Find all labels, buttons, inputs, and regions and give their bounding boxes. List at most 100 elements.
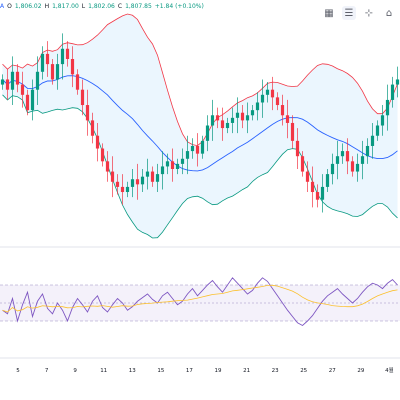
candle-body: [70, 58, 75, 75]
candle-body: [325, 174, 330, 187]
change-value: +1.84 (+0.10%): [154, 2, 204, 10]
candle-body: [285, 115, 290, 123]
candle-body: [60, 48, 65, 65]
candle-body: [140, 176, 145, 185]
crosshair-icon[interactable]: ⊹: [364, 7, 374, 19]
candle-body: [350, 161, 355, 172]
candle-body: [390, 84, 395, 100]
candle-body: [125, 186, 130, 193]
open-label: O: [7, 2, 12, 10]
candle-body: [300, 156, 305, 172]
candle-body: [95, 135, 100, 149]
date-tick-label: 15: [157, 368, 164, 374]
candle-body: [265, 89, 270, 95]
candle-body: [275, 97, 280, 106]
candle-body: [395, 79, 400, 85]
candle-body: [90, 120, 95, 136]
date-tick-label: 4월: [385, 366, 394, 374]
candle-body: [385, 99, 390, 116]
candle-body: [205, 125, 210, 141]
candle-body: [305, 171, 310, 182]
date-tick-label: 5: [16, 368, 20, 374]
candle-body: [280, 105, 285, 116]
candle-body: [130, 179, 135, 187]
menu-icon[interactable]: ☰: [342, 6, 356, 20]
rsi-ma-line: [2, 284, 398, 313]
open-value: 1,806.02: [14, 2, 42, 10]
low-label: L: [81, 2, 86, 10]
candle-body: [165, 161, 170, 167]
date-tick-label: 25: [300, 368, 307, 374]
high-label: H: [44, 2, 50, 10]
candle-body: [345, 151, 350, 162]
bollinger-lower-line: [2, 94, 398, 239]
candle-body: [335, 156, 340, 164]
candle-body: [30, 89, 35, 111]
candle-body: [215, 115, 220, 121]
candle-body: [105, 161, 110, 172]
candle-body: [380, 115, 385, 126]
candle-body: [295, 140, 300, 157]
date-tick-label: 21: [243, 368, 250, 374]
date-tick-label: 19: [215, 368, 222, 374]
candle-body: [100, 148, 105, 162]
candle-body: [365, 145, 370, 157]
bollinger-band-fill: [2, 14, 398, 238]
candle-body: [80, 89, 85, 106]
date-tick-label: 23: [272, 368, 279, 374]
candle-body: [375, 125, 380, 136]
bollinger-basis-line: [2, 75, 398, 172]
candle-body: [320, 186, 325, 200]
candle-body: [170, 161, 175, 169]
candle-body: [250, 110, 255, 116]
candle-body: [155, 174, 160, 182]
chart-toolbar: ▦ ☰ ⊹ ⌂: [322, 6, 396, 20]
ohlc-header: A O 1,806.02 H 1,817.00 L 1,802.06 C 1,8…: [0, 0, 204, 12]
candle-body: [115, 181, 120, 187]
candle-body: [65, 48, 70, 59]
candle-body: [35, 71, 40, 90]
low-value: 1,802.06: [88, 2, 115, 10]
candle-body: [290, 122, 295, 141]
candle-body: [315, 192, 320, 200]
date-tick-label: 9: [73, 368, 77, 374]
candle-body: [160, 166, 165, 175]
candle-body: [25, 94, 30, 111]
candle-body: [20, 84, 25, 95]
candle-body: [240, 112, 245, 121]
candle-body: [150, 171, 155, 182]
candle-body: [330, 163, 335, 175]
date-axis: 5 7 9 11 13 15 17 19 21 23 25 27 29 4월: [16, 366, 393, 374]
candle-body: [15, 71, 20, 85]
candle-body: [220, 120, 225, 129]
candle-body: [370, 135, 375, 146]
date-tick-label: 17: [186, 368, 193, 374]
candle-body: [55, 64, 60, 80]
candle-body: [180, 158, 185, 164]
chart-type-icon[interactable]: ▦: [324, 7, 334, 19]
candle-body: [175, 163, 180, 169]
date-tick-label: 11: [100, 368, 107, 374]
date-tick-label: 27: [329, 368, 336, 374]
candle-body: [110, 171, 115, 182]
candle-body: [5, 79, 10, 90]
candle-body: [45, 53, 50, 65]
candle-body: [235, 112, 240, 118]
candle-body: [0, 79, 5, 85]
candle-body: [40, 53, 45, 72]
close-label: C: [117, 2, 123, 10]
object-icon[interactable]: ⌂: [385, 7, 393, 19]
candle-body: [355, 163, 360, 172]
candle-body: [10, 71, 15, 90]
candle-body: [245, 115, 250, 121]
date-tick-label: 29: [357, 368, 364, 374]
candle-body: [185, 151, 190, 159]
candle-body: [360, 156, 365, 164]
bollinger-upper-line: [2, 13, 398, 147]
candle-body: [270, 89, 275, 98]
candle-body: [120, 186, 125, 193]
candle-body: [85, 105, 90, 121]
candle-body: [255, 102, 260, 111]
date-tick-label: 7: [45, 368, 49, 374]
